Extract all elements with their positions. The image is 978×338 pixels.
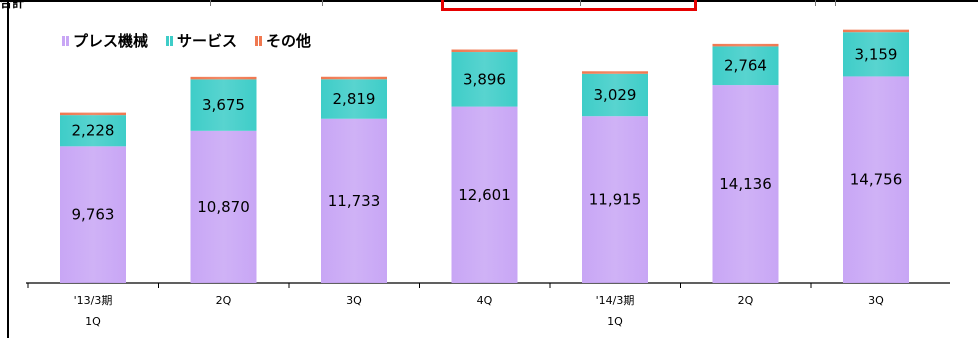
highlight-box	[441, 0, 697, 11]
bar-label-service: 2,764	[724, 57, 767, 75]
bar-service	[60, 115, 126, 147]
bar-press	[190, 130, 257, 283]
x-tick-label: 2Q	[216, 294, 232, 307]
x-tick-label: 4Q	[477, 294, 493, 307]
legend-swatch-other	[255, 35, 263, 46]
bar-press	[321, 118, 387, 283]
bar-service	[843, 32, 909, 77]
x-tick-label: 1Q	[607, 315, 623, 328]
bar-label-service: 2,819	[333, 90, 376, 108]
legend-label-press: プレス機械	[73, 32, 149, 50]
bar-label-press: 14,136	[719, 175, 772, 193]
bar-service	[321, 79, 387, 119]
bar-service	[712, 46, 779, 86]
bar-label-service: 2,228	[72, 122, 115, 140]
bar-label-press: 11,915	[589, 191, 642, 209]
bar-label-press: 10,870	[197, 198, 250, 216]
header-separator	[322, 0, 323, 6]
bar-service	[582, 73, 648, 117]
bar-press	[451, 106, 518, 283]
bar-label-service: 3,896	[463, 70, 506, 88]
bar-other	[843, 29, 909, 33]
legend-item-service: サービス	[166, 30, 237, 51]
header-separator	[815, 0, 816, 6]
legend-item-press: プレス機械	[62, 30, 148, 51]
bar-other	[321, 76, 387, 80]
bar-press	[60, 146, 126, 283]
legend-swatch-service	[166, 35, 174, 46]
bar-label-press: 9,763	[72, 206, 115, 224]
bar-press	[843, 76, 909, 283]
bar-other	[582, 71, 648, 74]
bar-press	[582, 116, 648, 283]
left-rule	[7, 0, 9, 338]
legend-label-other: その他	[266, 32, 312, 50]
bar-service	[451, 52, 518, 107]
x-tick-label: 3Q	[868, 294, 884, 307]
header-separator	[835, 0, 836, 6]
legend-item-other: その他	[255, 30, 311, 51]
bar-label-service: 3,675	[202, 96, 245, 114]
bar-other	[190, 76, 257, 80]
bar-label-press: 11,733	[328, 192, 381, 210]
legend: プレス機械 サービス その他	[62, 30, 311, 51]
header-separator	[580, 0, 581, 6]
bar-other	[712, 43, 779, 47]
legend-label-service: サービス	[177, 32, 238, 50]
bar-label-service: 3,159	[855, 45, 898, 63]
bar-press	[712, 85, 779, 283]
bar-service	[190, 79, 257, 131]
x-tick-label: 2Q	[738, 294, 754, 307]
legend-swatch-press	[62, 35, 69, 46]
bar-other	[60, 112, 126, 116]
top-rule	[0, 0, 978, 2]
cutoff-header-label: 合計	[0, 0, 25, 10]
bar-other	[451, 49, 518, 53]
bar-label-press: 14,756	[850, 171, 903, 189]
x-tick-label: 3Q	[346, 294, 362, 307]
x-tick-label: '13/3期	[74, 294, 113, 307]
bar-label-service: 3,029	[594, 86, 637, 104]
x-tick-label: 1Q	[85, 315, 101, 328]
header-separator	[210, 0, 211, 6]
x-tick-label: '14/3期	[596, 294, 635, 307]
bar-label-press: 12,601	[458, 186, 511, 204]
